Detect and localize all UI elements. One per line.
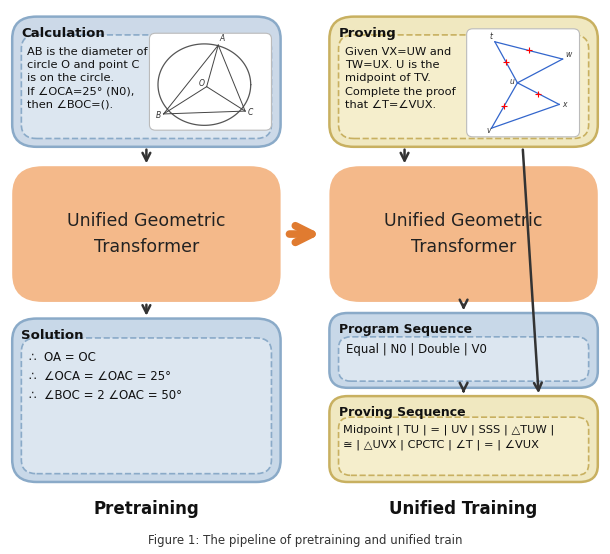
Text: ∴  OA = OC
∴  ∠OCA = ∠OAC = 25°
∴  ∠BOC = 2 ∠OAC = 50°: ∴ OA = OC ∴ ∠OCA = ∠OAC = 25° ∴ ∠BOC = 2… bbox=[29, 351, 182, 402]
Text: Midpoint | TU | = | UV | SSS | △TUW |
≅ | △UVX | CPCTC | ∠T | = | ∠VUX: Midpoint | TU | = | UV | SSS | △TUW | ≅ … bbox=[343, 425, 554, 450]
FancyBboxPatch shape bbox=[12, 17, 281, 147]
Text: AB is the diameter of
circle O and point C
is on the circle.
If ∠OCA=25° (N0),
t: AB is the diameter of circle O and point… bbox=[27, 47, 148, 110]
Text: Unified Training: Unified Training bbox=[389, 500, 538, 517]
Text: Pretraining: Pretraining bbox=[93, 500, 199, 517]
FancyBboxPatch shape bbox=[329, 166, 598, 302]
Text: O: O bbox=[199, 79, 205, 88]
Text: t: t bbox=[490, 32, 493, 41]
Text: Unified Geometric
Transformer: Unified Geometric Transformer bbox=[384, 212, 543, 257]
Text: B: B bbox=[156, 111, 161, 120]
FancyBboxPatch shape bbox=[21, 338, 271, 474]
FancyBboxPatch shape bbox=[339, 417, 589, 475]
Text: x: x bbox=[562, 100, 567, 109]
Text: Solution: Solution bbox=[21, 329, 84, 341]
Text: Equal | N0 | Double | V0: Equal | N0 | Double | V0 bbox=[346, 343, 487, 356]
Text: Proving Sequence: Proving Sequence bbox=[339, 406, 465, 419]
Text: Given VX=UW and
TW=UX. U is the
midpoint of TV.
Complete the proof
that ∠T=∠VUX.: Given VX=UW and TW=UX. U is the midpoint… bbox=[345, 47, 456, 110]
Text: C: C bbox=[248, 108, 253, 117]
Text: v: v bbox=[487, 126, 491, 135]
Text: Program Sequence: Program Sequence bbox=[339, 323, 472, 336]
FancyBboxPatch shape bbox=[329, 396, 598, 482]
Text: w: w bbox=[565, 50, 572, 59]
FancyBboxPatch shape bbox=[339, 337, 589, 381]
Text: u: u bbox=[509, 78, 514, 86]
FancyBboxPatch shape bbox=[12, 319, 281, 482]
Text: A: A bbox=[220, 34, 224, 43]
FancyBboxPatch shape bbox=[467, 29, 580, 137]
FancyBboxPatch shape bbox=[12, 166, 281, 302]
FancyBboxPatch shape bbox=[149, 33, 271, 130]
FancyBboxPatch shape bbox=[329, 313, 598, 388]
Text: Proving: Proving bbox=[339, 27, 396, 39]
FancyBboxPatch shape bbox=[329, 17, 598, 147]
Text: Calculation: Calculation bbox=[21, 27, 105, 39]
FancyBboxPatch shape bbox=[339, 35, 589, 138]
Text: Unified Geometric
Transformer: Unified Geometric Transformer bbox=[67, 212, 226, 257]
FancyBboxPatch shape bbox=[21, 35, 271, 138]
Text: Figure 1: The pipeline of pretraining and unified train: Figure 1: The pipeline of pretraining an… bbox=[148, 534, 462, 547]
